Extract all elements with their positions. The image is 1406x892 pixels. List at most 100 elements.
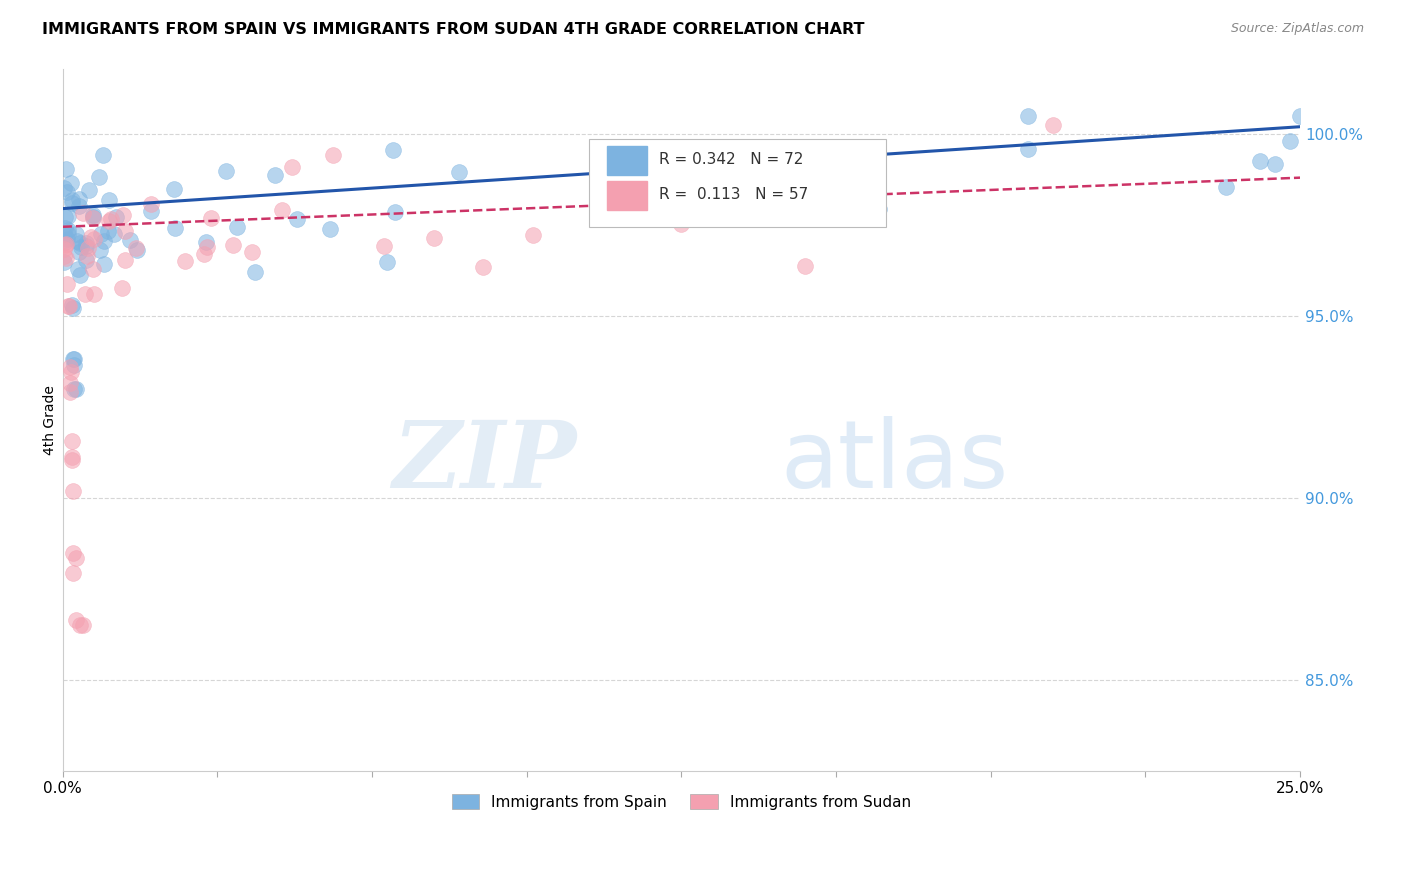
- Point: [53, 181, 76, 195]
- Point: [56, 298, 79, 312]
- Point: [77, 183, 100, 197]
- FancyBboxPatch shape: [607, 181, 647, 211]
- Text: IMMIGRANTS FROM SPAIN VS IMMIGRANTS FROM SUDAN 4TH GRADE CORRELATION CHART: IMMIGRANTS FROM SPAIN VS IMMIGRANTS FROM…: [42, 22, 865, 37]
- Point: [645, 187, 668, 202]
- Point: [65, 382, 87, 396]
- Point: [285, 211, 308, 226]
- Legend: Immigrants from Spain, Immigrants from Sudan: Immigrants from Spain, Immigrants from S…: [446, 788, 917, 815]
- Point: [59, 376, 82, 390]
- Text: atlas: atlas: [780, 416, 1008, 508]
- Point: [58, 299, 80, 313]
- Point: [82, 211, 104, 225]
- Point: [1249, 153, 1271, 168]
- Point: [82, 262, 104, 277]
- Point: [744, 211, 766, 225]
- Point: [63, 382, 86, 396]
- Point: [1289, 109, 1312, 123]
- Point: [93, 235, 115, 249]
- Text: R = 0.342   N = 72: R = 0.342 N = 72: [659, 152, 803, 167]
- Point: [271, 202, 294, 217]
- Point: [1264, 156, 1286, 170]
- Point: [1042, 118, 1064, 132]
- Point: [67, 199, 90, 213]
- Point: [868, 202, 890, 216]
- Point: [62, 546, 84, 560]
- Point: [73, 286, 96, 301]
- Point: [118, 234, 141, 248]
- Point: [319, 221, 342, 235]
- Point: [322, 148, 344, 162]
- Point: [56, 232, 79, 246]
- Point: [195, 240, 218, 254]
- Point: [59, 384, 82, 399]
- Point: [1017, 109, 1039, 123]
- Point: [381, 143, 404, 157]
- Point: [56, 223, 79, 237]
- Point: [225, 220, 247, 235]
- Point: [75, 253, 97, 268]
- Point: [222, 237, 245, 252]
- Point: [375, 254, 398, 268]
- FancyBboxPatch shape: [607, 145, 647, 175]
- Point: [53, 242, 76, 256]
- Point: [62, 351, 84, 366]
- Point: [60, 453, 83, 467]
- Point: [105, 211, 128, 225]
- Point: [55, 162, 77, 177]
- Point: [162, 182, 184, 196]
- Point: [56, 209, 79, 223]
- Point: [82, 208, 104, 222]
- Point: [124, 241, 146, 255]
- Point: [90, 227, 112, 241]
- Point: [472, 260, 495, 274]
- Text: Source: ZipAtlas.com: Source: ZipAtlas.com: [1230, 22, 1364, 36]
- Point: [53, 211, 76, 225]
- Point: [195, 235, 218, 249]
- Point: [56, 186, 79, 200]
- Point: [62, 566, 84, 580]
- Point: [100, 212, 122, 227]
- Point: [69, 240, 91, 254]
- Point: [53, 249, 76, 263]
- Point: [522, 228, 544, 243]
- Point: [69, 618, 91, 632]
- Point: [76, 249, 98, 263]
- Point: [97, 193, 120, 207]
- Point: [80, 230, 103, 244]
- FancyBboxPatch shape: [589, 139, 886, 227]
- Point: [72, 618, 94, 632]
- Point: [67, 192, 90, 206]
- Point: [1279, 134, 1302, 148]
- Point: [53, 255, 76, 269]
- Point: [671, 217, 693, 231]
- Point: [245, 265, 267, 279]
- Point: [82, 210, 104, 224]
- Point: [423, 231, 446, 245]
- Point: [66, 234, 89, 248]
- Text: ZIP: ZIP: [392, 417, 576, 507]
- Point: [373, 239, 395, 253]
- Point: [69, 236, 91, 251]
- Point: [75, 235, 97, 250]
- Point: [58, 360, 80, 375]
- Point: [53, 238, 76, 252]
- Point: [174, 254, 197, 268]
- Point: [87, 170, 110, 185]
- Point: [66, 262, 89, 277]
- Point: [56, 277, 79, 291]
- Point: [89, 243, 111, 257]
- Point: [1017, 143, 1039, 157]
- Point: [111, 281, 134, 295]
- Point: [65, 227, 87, 241]
- Point: [620, 174, 643, 188]
- Point: [53, 235, 76, 249]
- Point: [59, 176, 82, 190]
- Point: [83, 287, 105, 301]
- Point: [62, 358, 84, 372]
- Point: [77, 241, 100, 255]
- Point: [60, 196, 83, 211]
- Point: [98, 214, 121, 228]
- Text: R =  0.113   N = 57: R = 0.113 N = 57: [659, 186, 808, 202]
- Point: [384, 205, 406, 219]
- Point: [200, 211, 222, 225]
